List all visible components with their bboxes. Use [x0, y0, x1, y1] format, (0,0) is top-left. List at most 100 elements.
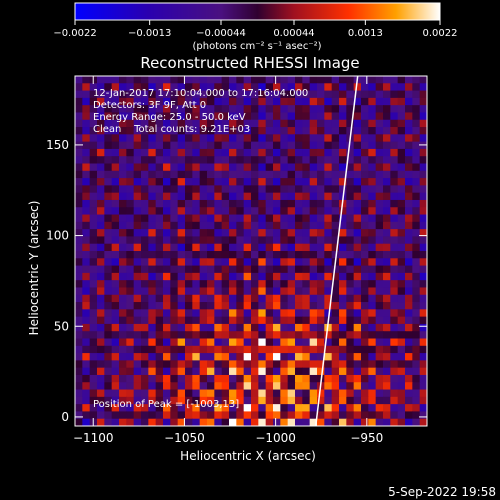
heatmap-cell	[295, 272, 303, 281]
heatmap-cell	[243, 134, 252, 143]
heatmap-cell	[405, 221, 413, 230]
heatmap-cell	[397, 199, 406, 208]
heatmap-cell	[353, 112, 362, 121]
heatmap-cell	[390, 156, 399, 165]
heatmap-cell	[177, 185, 186, 194]
heatmap-cell	[97, 272, 105, 281]
heatmap-cell	[339, 331, 347, 340]
heatmap-cell	[265, 382, 274, 391]
heatmap-cell	[170, 148, 179, 157]
heatmap-cell	[155, 134, 164, 143]
heatmap-cell	[97, 207, 105, 216]
heatmap-cell	[97, 338, 105, 347]
heatmap-cell	[141, 83, 149, 92]
heatmap-cell	[111, 119, 120, 128]
heatmap-cell	[236, 214, 245, 223]
heatmap-cell	[243, 105, 252, 114]
heatmap-cell	[97, 389, 105, 398]
heatmap-cell	[324, 214, 333, 223]
heatmap-cell	[251, 331, 259, 340]
heatmap-cell	[133, 389, 142, 398]
heatmap-cell	[214, 207, 223, 216]
heatmap-cell	[309, 396, 318, 405]
heatmap-cell	[280, 374, 289, 383]
heatmap-cell	[82, 221, 91, 230]
heatmap-cell	[75, 294, 83, 303]
heatmap-cell	[192, 251, 201, 259]
heatmap-cell	[390, 382, 399, 391]
heatmap-cell	[368, 112, 377, 121]
heatmap-cell	[82, 251, 91, 259]
heatmap-cell	[163, 105, 171, 114]
heatmap-cell	[229, 338, 237, 347]
heatmap-cell	[199, 404, 208, 413]
heatmap-cell	[89, 134, 98, 143]
heatmap-cell	[185, 360, 193, 369]
heatmap-cell	[339, 119, 347, 128]
heatmap-cell	[185, 236, 193, 245]
heatmap-cell	[331, 302, 340, 310]
heatmap-cell	[199, 360, 208, 369]
heatmap-cell	[295, 170, 303, 179]
heatmap-cell	[251, 156, 259, 165]
heatmap-cell	[368, 360, 377, 369]
heatmap-cell	[229, 302, 237, 310]
heatmap-cell	[302, 374, 311, 383]
heatmap-cell	[265, 156, 274, 165]
heatmap-cell	[214, 316, 223, 325]
heatmap-cell	[89, 178, 98, 186]
heatmap-cell	[104, 105, 113, 114]
heatmap-cell	[405, 112, 413, 121]
heatmap-cell	[309, 389, 318, 398]
heatmap-cell	[295, 141, 303, 150]
heatmap-cell	[273, 236, 281, 245]
heatmap-cell	[317, 243, 325, 252]
heatmap-cell	[133, 236, 142, 245]
heatmap-cell	[141, 404, 149, 413]
heatmap-cell	[207, 418, 215, 426]
heatmap-cell	[111, 170, 120, 179]
heatmap-cell	[390, 148, 399, 157]
heatmap-cell	[243, 119, 252, 128]
heatmap-cell	[111, 192, 120, 201]
heatmap-cell	[375, 382, 384, 391]
heatmap-cell	[309, 418, 318, 426]
heatmap-cell	[324, 345, 333, 354]
heatmap-cell	[280, 76, 289, 84]
heatmap-cell	[199, 199, 208, 208]
heatmap-cell	[397, 280, 406, 289]
heatmap-cell	[309, 360, 318, 369]
heatmap-cell	[361, 105, 369, 114]
heatmap-cell	[170, 287, 179, 296]
heatmap-cell	[302, 360, 311, 369]
heatmap-cell	[229, 265, 237, 274]
heatmap-cell	[287, 360, 296, 369]
heatmap-cell	[207, 345, 215, 354]
heatmap-cell	[317, 338, 325, 347]
heatmap-cell	[141, 345, 149, 354]
heatmap-cell	[324, 112, 333, 121]
heatmap-cell	[148, 141, 157, 150]
heatmap-cell	[280, 185, 289, 194]
heatmap-cell	[339, 360, 347, 369]
heatmap-cell	[309, 192, 318, 201]
heatmap-cell	[339, 302, 347, 310]
heatmap-cell	[324, 404, 333, 413]
heatmap-cell	[368, 163, 377, 172]
heatmap-cell	[185, 316, 193, 325]
heatmap-cell	[141, 185, 149, 194]
heatmap-cell	[324, 170, 333, 179]
heatmap-cell	[287, 148, 296, 157]
heatmap-cell	[258, 331, 267, 340]
heatmap-cell	[339, 170, 347, 179]
heatmap-cell	[383, 280, 391, 289]
heatmap-cell	[317, 112, 325, 121]
heatmap-cell	[97, 287, 105, 296]
heatmap-cell	[317, 76, 325, 84]
heatmap-cell	[236, 221, 245, 230]
heatmap-cell	[324, 367, 333, 376]
heatmap-cell	[353, 345, 362, 354]
heatmap-cell	[192, 404, 201, 413]
heatmap-cell	[155, 323, 164, 332]
heatmap-cell	[353, 389, 362, 398]
